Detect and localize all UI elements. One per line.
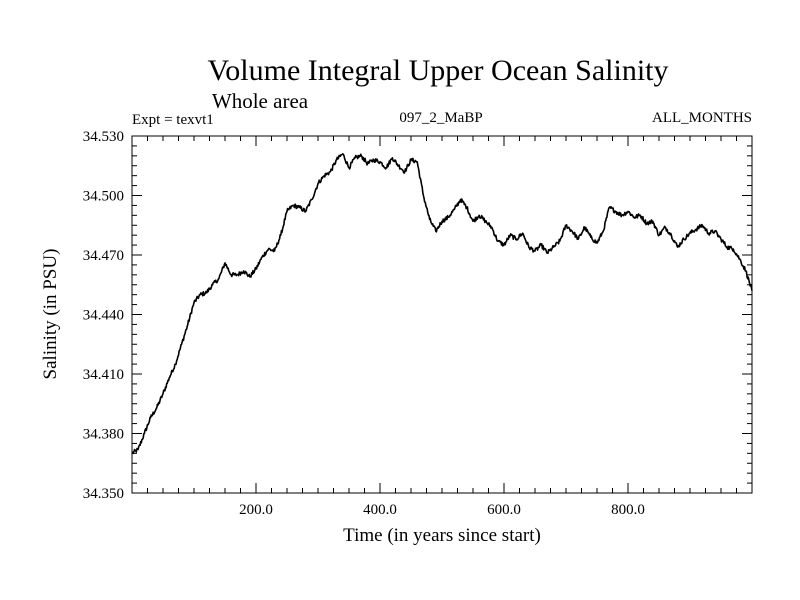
x-tick-label: 800.0 xyxy=(611,502,645,518)
y-tick-label: 34.470 xyxy=(83,248,124,264)
salinity-series-line xyxy=(131,153,753,455)
chart-subtitle: Whole area xyxy=(212,89,309,113)
y-tick-label: 34.440 xyxy=(83,308,124,324)
annotation-run-id: 097_2_MaBP xyxy=(399,110,482,126)
annotation-months: ALL_MONTHS xyxy=(652,110,752,126)
y-tick-label: 34.530 xyxy=(83,129,124,145)
x-tick-label: 200.0 xyxy=(239,502,273,518)
y-tick-label: 34.500 xyxy=(83,189,124,205)
y-tick-label: 34.410 xyxy=(83,367,124,383)
x-axis-label: Time (in years since start) xyxy=(343,525,541,546)
chart-title: Volume Integral Upper Ocean Salinity xyxy=(208,54,669,87)
y-axis-label: Salinity (in PSU) xyxy=(40,249,61,380)
axis-ticks xyxy=(132,136,752,493)
x-tick-label: 400.0 xyxy=(363,502,397,518)
x-tick-label: 600.0 xyxy=(487,502,521,518)
annotation-experiment: Expt = texvt1 xyxy=(132,112,214,128)
axis-tick-labels: 200.0 400.0 600.0 800.0 34.350 34.380 34.410 34… xyxy=(83,129,645,518)
y-tick-label: 34.350 xyxy=(83,486,124,502)
plot-frame xyxy=(131,135,753,494)
y-tick-label: 34.380 xyxy=(83,427,124,443)
